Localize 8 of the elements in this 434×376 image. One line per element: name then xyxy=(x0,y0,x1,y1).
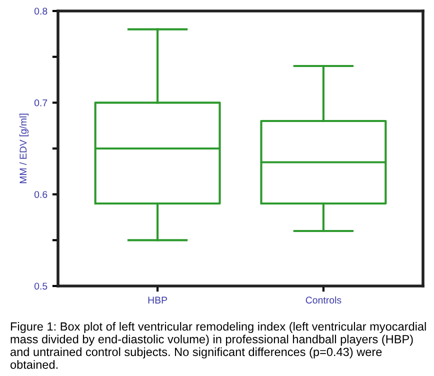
y-tick-label: 0.6 xyxy=(34,191,48,198)
y-tick-label: 0.8 xyxy=(34,8,48,15)
x-tick-label: HBP xyxy=(148,296,168,304)
caption: Figure 1: Box plot of left ventricular remodeling index (left ventricular myocardial mass divided by end-diastolic volume) in professional handball players (HBP) and untrained control subjects. No significant differences (p=0.43) were obtained. xyxy=(10,322,426,369)
y-tick-label: 0.7 xyxy=(34,99,48,106)
x-tick-label: Controls xyxy=(306,296,342,304)
y-tick-label: 0.5 xyxy=(34,282,48,290)
y-axis-title: MM / EDV [g/ml] xyxy=(19,114,29,184)
